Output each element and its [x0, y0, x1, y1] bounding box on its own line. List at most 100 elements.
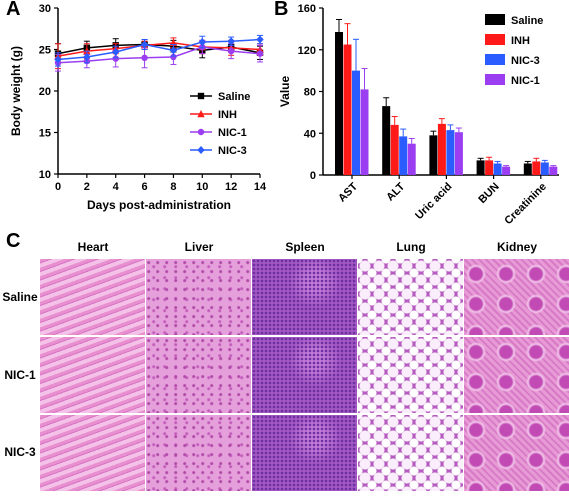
bar-nic-3 — [540, 162, 549, 175]
legend-entry-nic-1: NIC-1 — [485, 74, 540, 87]
legend-entry-nic-1: NIC-1 — [190, 127, 247, 139]
legend-marker — [197, 110, 205, 118]
y-tick-label: 20 — [39, 86, 51, 98]
panel-label-c: C — [6, 230, 21, 252]
y-tick-label: 15 — [39, 128, 51, 140]
col-head-lung: Lung — [396, 240, 426, 254]
bar-inh — [532, 161, 541, 175]
y-tick-label: 40 — [304, 128, 316, 140]
legend-label: NIC-1 — [218, 127, 247, 139]
x-axis-title: Days post-administration — [87, 198, 231, 212]
data-point — [256, 50, 264, 57]
body-weight-line-chart: 10 15 20 25 30 0 2 4 6 8 10 12 14 Days post-administr… — [9, 3, 267, 212]
y-tick-label: 25 — [39, 45, 51, 57]
x-tick-label: 14 — [254, 181, 267, 193]
legend-swatch — [485, 74, 505, 85]
bar-nic-1 — [407, 143, 416, 175]
legend-marker — [197, 92, 205, 100]
bar-nic-1 — [549, 166, 558, 175]
y-axis-title: Value — [278, 76, 292, 108]
legend-entry-nic-3: NIC-3 — [485, 54, 540, 67]
data-point — [112, 47, 120, 56]
histology-image-saline-spleen — [252, 259, 357, 335]
bar-nic-1 — [454, 132, 463, 175]
histology-image-nic-3-heart — [40, 415, 145, 491]
histology-image-nic-1-lung — [358, 337, 463, 413]
legend-entry-saline: Saline — [190, 91, 250, 103]
histology-image-saline-heart — [40, 259, 145, 335]
data-point — [198, 38, 206, 47]
legend-entry-inh: INH — [485, 34, 530, 47]
bar-nic-3 — [399, 136, 408, 175]
histology-image-nic-1-spleen — [252, 337, 357, 413]
legend-entry-saline: Saline — [485, 14, 543, 27]
histology-image-saline-lung — [358, 259, 463, 335]
histology-image-nic-1-liver — [146, 337, 251, 413]
histology-image-saline-kidney — [464, 259, 569, 335]
data-point — [169, 46, 178, 55]
histology-image-nic-1-kidney — [464, 337, 569, 413]
data-point — [256, 35, 264, 44]
bar-nic-1 — [502, 166, 511, 175]
bar-nic-3 — [446, 130, 455, 175]
x-tick-label: AST — [336, 180, 360, 204]
x-tick-label: 0 — [55, 181, 61, 193]
x-tick-label: 8 — [170, 181, 176, 193]
y-tick-label: 10 — [39, 169, 51, 181]
histology-image-nic-3-spleen — [252, 415, 357, 491]
y-axis-title: Body weight (g) — [9, 46, 23, 136]
bar-saline — [476, 160, 485, 175]
panel-label-a: A — [6, 0, 21, 20]
data-point — [227, 47, 235, 55]
bar-saline — [382, 106, 391, 175]
col-head-spleen: Spleen — [285, 240, 325, 254]
x-tick-label: BUN — [476, 181, 501, 206]
x-tick-label: ALT — [384, 180, 407, 203]
legend-label: Saline — [511, 15, 543, 27]
bar-saline — [429, 135, 438, 175]
bar-inh — [485, 160, 494, 175]
legend-label: NIC-1 — [511, 75, 540, 87]
histology-image-nic-3-liver — [146, 415, 251, 491]
bar-saline — [335, 32, 343, 175]
bar-nic-1 — [360, 89, 369, 175]
bar-inh — [437, 123, 446, 175]
x-tick-label: Uric acid — [413, 181, 454, 222]
legend-marker — [197, 128, 205, 136]
y-tick-label: 0 — [310, 170, 316, 182]
row-head-nic3: NIC-3 — [4, 445, 36, 459]
legend-label: INH — [218, 109, 237, 121]
x-tick-label: 6 — [142, 181, 148, 193]
histology-image-nic-1-heart — [40, 337, 145, 413]
legend-swatch — [485, 54, 505, 65]
col-head-heart: Heart — [77, 240, 109, 254]
col-head-kidney: Kidney — [496, 240, 537, 254]
data-point — [140, 40, 149, 49]
row-head-saline: Saline — [2, 290, 38, 304]
x-tick-label: 4 — [113, 181, 120, 193]
legend-swatch — [485, 14, 505, 25]
data-point — [54, 55, 62, 64]
bar-inh — [390, 124, 399, 175]
legend-swatch — [485, 34, 505, 45]
series-line — [57, 46, 261, 64]
y-tick-label: 120 — [298, 45, 316, 57]
legend-marker — [197, 146, 205, 154]
histology-image-nic-3-kidney — [464, 415, 569, 491]
y-tick-label: 160 — [298, 3, 316, 15]
x-tick-label: 12 — [225, 181, 237, 193]
legend-entry-nic-3: NIC-3 — [190, 145, 247, 157]
legend-label: NIC-3 — [511, 55, 540, 67]
series-nic-3 — [54, 34, 264, 67]
data-point — [170, 53, 177, 61]
bar-nic-3 — [352, 70, 360, 175]
legend-label: Saline — [218, 91, 250, 103]
series-line — [57, 38, 261, 61]
row-head-nic1: NIC-1 — [4, 368, 36, 382]
panel-label-b: B — [274, 0, 289, 20]
legend-label: INH — [511, 35, 530, 47]
data-point — [141, 54, 148, 61]
y-tick-label: 30 — [39, 3, 51, 15]
legend-entry-inh: INH — [190, 109, 237, 121]
legend-label: NIC-3 — [218, 145, 247, 157]
